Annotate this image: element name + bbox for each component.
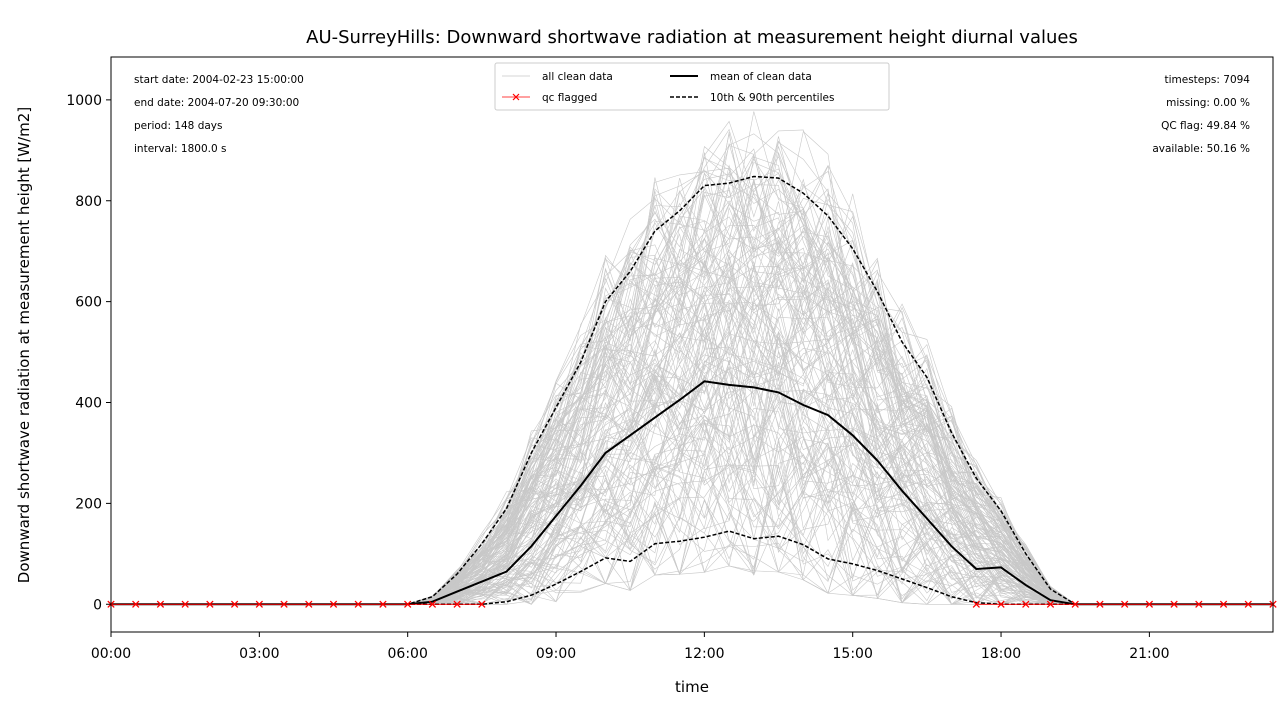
qc-flagged-point (305, 600, 313, 608)
info-timesteps: timesteps: 7094 (1164, 74, 1250, 86)
legend-label-mean: mean of clean data (710, 71, 812, 83)
qc-flagged-point (997, 600, 1005, 608)
x-axis-ticks: 00:00 03:00 06:00 09:00 12:00 15:00 18:00 21:00 (91, 632, 1170, 662)
x-tick-label: 15:00 (833, 646, 873, 662)
qc-flagged-point (972, 600, 980, 608)
y-axis-ticks: 0 200 400 600 800 1000 (66, 93, 111, 613)
chart-title: AU-SurreyHills: Downward shortwave radia… (306, 27, 1078, 48)
legend-box (494, 62, 890, 111)
x-axis-label: time (675, 678, 709, 696)
x-tick-label: 00:00 (91, 646, 131, 662)
qc-flagged-point (1046, 600, 1055, 608)
qc-flagged-point (1219, 600, 1228, 608)
qc-flagged-point (478, 600, 486, 608)
qc-flagged-point (1071, 600, 1079, 608)
qc-flagged-point (1195, 600, 1203, 608)
qc-flagged-point (404, 600, 412, 608)
legend-label-clean: all clean data (542, 71, 613, 83)
x-tick-label: 03:00 (239, 646, 279, 662)
legend-label-qc: qc flagged (542, 92, 597, 104)
info-period: period: 148 days (134, 120, 223, 132)
qc-flagged-point (1121, 600, 1129, 608)
qc-flagged-point (1170, 600, 1178, 608)
y-tick-label: 600 (75, 295, 102, 311)
x-tick-label: 09:00 (536, 646, 576, 662)
qc-flagged-point (1244, 600, 1252, 608)
x-tick-label: 18:00 (981, 646, 1021, 662)
qc-flagged-point (280, 600, 288, 608)
legend-label-percentiles: 10th & 90th percentiles (710, 92, 834, 104)
qc-flagged-point (1145, 600, 1154, 608)
x-tick-label: 06:00 (388, 646, 428, 662)
info-interval: interval: 1800.0 s (134, 143, 226, 155)
x-tick-label: 21:00 (1129, 646, 1169, 662)
qc-flagged-point (132, 600, 140, 608)
info-end-date: end date: 2004-07-20 09:30:00 (134, 97, 299, 109)
qc-flagged-point (156, 600, 165, 608)
qc-flagged-point (354, 600, 362, 608)
legend-marker-qc (512, 93, 520, 101)
qc-flagged-point (206, 600, 214, 608)
qc-flagged-point (1022, 600, 1030, 608)
y-tick-label: 0 (93, 597, 102, 613)
y-tick-label: 400 (75, 396, 102, 412)
info-right: timesteps: 7094 missing: 0.00 % QC flag:… (1152, 74, 1250, 155)
info-start-date: start date: 2004-02-23 15:00:00 (134, 74, 304, 86)
qc-flagged-point (379, 600, 387, 608)
y-tick-label: 1000 (66, 93, 102, 109)
legend: all clean data qc flagged mean of clean … (494, 62, 890, 111)
info-left: start date: 2004-02-23 15:00:00 end date… (134, 74, 304, 155)
y-tick-label: 800 (75, 194, 102, 210)
qc-flagged-point (255, 600, 263, 608)
info-qc-flag: QC flag: 49.84 % (1161, 120, 1250, 132)
info-missing: missing: 0.00 % (1166, 97, 1250, 109)
qc-flagged-point (181, 600, 189, 608)
qc-flagged-point (329, 600, 338, 608)
x-tick-label: 12:00 (684, 646, 724, 662)
plot-frame (110, 56, 1274, 633)
qc-flagged-point (1096, 600, 1104, 608)
info-available: available: 50.16 % (1152, 143, 1250, 155)
qc-flagged-point (453, 600, 461, 608)
qc-flagged-point (428, 600, 437, 608)
y-axis-label: Downward shortwave radiation at measurem… (15, 107, 33, 583)
qc-flagged-markers (107, 600, 1277, 608)
qc-flagged-point (230, 600, 239, 608)
y-tick-label: 200 (75, 496, 102, 512)
